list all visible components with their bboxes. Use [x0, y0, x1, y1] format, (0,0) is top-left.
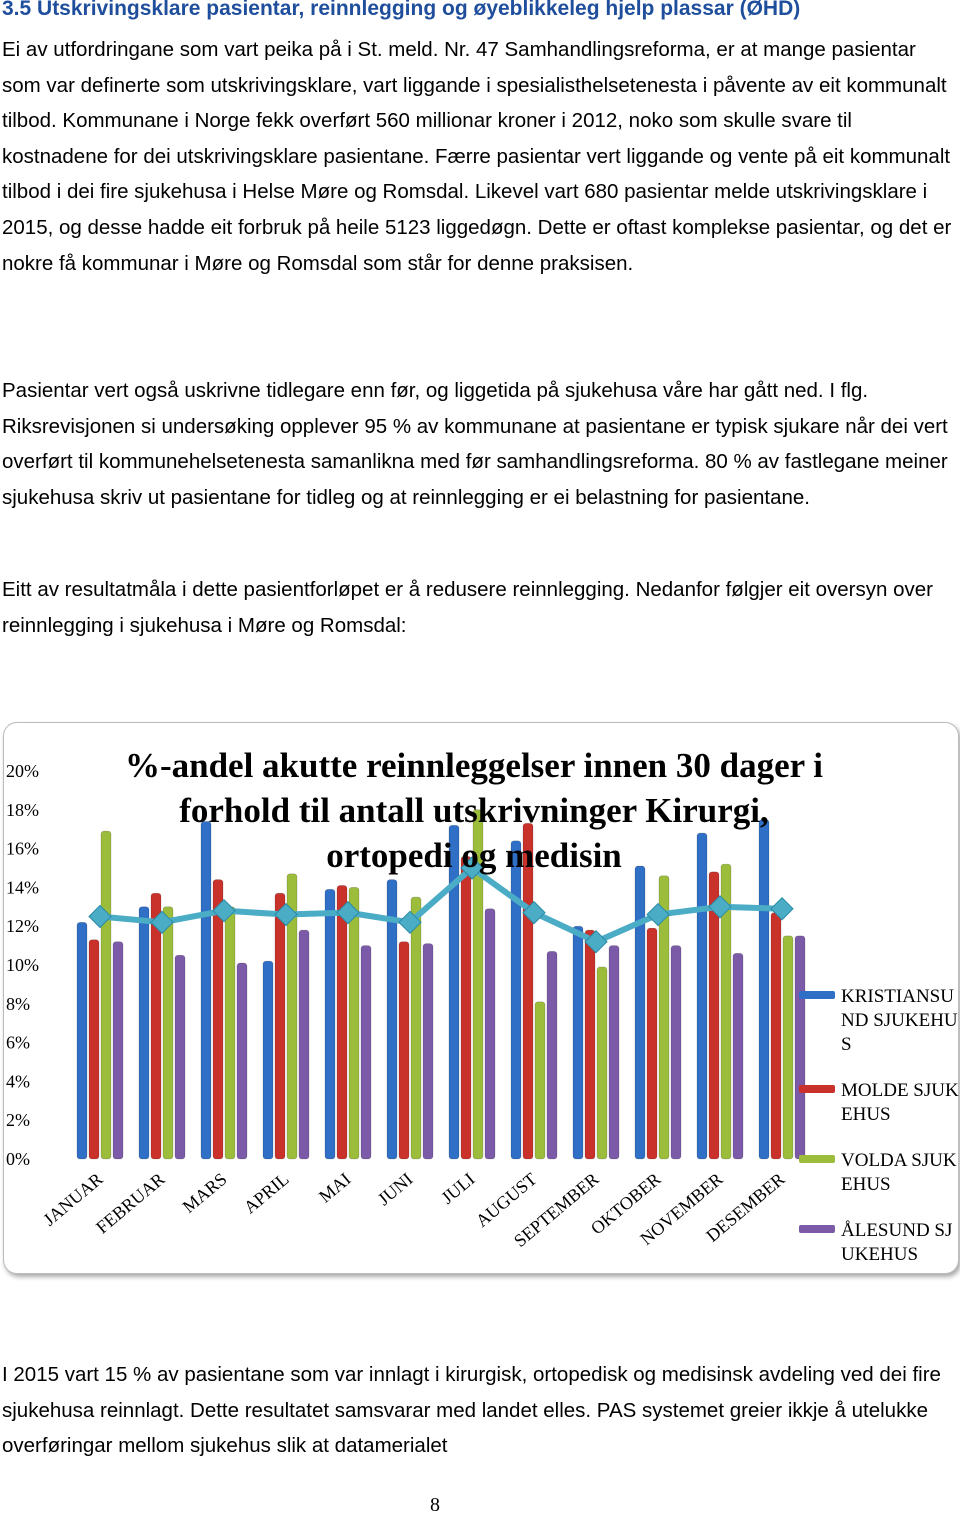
bar: [460, 856, 472, 1160]
legend-swatch: [799, 991, 835, 999]
bar: [298, 929, 310, 1160]
page-number: 8: [430, 1494, 440, 1516]
bar: [76, 922, 88, 1160]
bar: [572, 925, 584, 1160]
line-marker: [150, 910, 174, 935]
y-tick-label: 14%: [6, 877, 39, 897]
bar: [112, 941, 124, 1160]
bar: [200, 821, 212, 1160]
line-marker: [88, 904, 112, 929]
legend-label: MOLDE SJUKEHUS: [841, 1080, 959, 1125]
line-marker: [584, 930, 608, 954]
bar: [348, 887, 360, 1160]
bar: [422, 943, 434, 1160]
legend-item: KRISTIANSUND SJUKEHUS: [799, 985, 959, 1057]
x-tick-label: JULI: [437, 1169, 478, 1208]
legend-item: VOLDA SJUKEHUS: [799, 1149, 959, 1197]
chart-title: %-andel akutte reinnleggelser innen 30 d…: [124, 746, 824, 875]
y-tick-label: 2%: [6, 1110, 30, 1130]
bar: [174, 955, 186, 1160]
bar: [286, 873, 298, 1160]
legend-swatch: [799, 1085, 835, 1093]
bar: [448, 825, 460, 1160]
bar: [336, 885, 348, 1160]
chart-plot: 0%2%4%6%8%10%12%14%16%18%20%JANUARFEBRUA…: [6, 761, 806, 1251]
bar: [224, 906, 236, 1160]
bar: [770, 912, 782, 1160]
bar: [324, 889, 336, 1160]
bar: [670, 945, 682, 1160]
paragraph: I 2015 vart 15 % av pasientane som var i…: [2, 1363, 941, 1458]
y-tick-label: 18%: [6, 800, 39, 820]
bar: [696, 832, 708, 1160]
line-marker: [770, 897, 794, 921]
x-tick-label: MARS: [179, 1169, 231, 1217]
bar: [472, 809, 484, 1160]
y-tick-label: 12%: [6, 916, 39, 936]
line-marker: [708, 895, 732, 919]
bar: [634, 865, 646, 1160]
bar: [658, 875, 670, 1160]
bar: [584, 929, 596, 1160]
bar: [608, 945, 620, 1160]
bar: [162, 906, 174, 1160]
paragraph: Eitt av resultatmåla i dette pasientforl…: [2, 578, 933, 637]
x-tick-label: MAI: [315, 1169, 355, 1207]
x-tick-label: APRIL: [240, 1169, 293, 1218]
bar: [708, 871, 720, 1160]
y-tick-label: 10%: [6, 955, 39, 975]
bar: [100, 830, 112, 1160]
bar: [398, 941, 410, 1160]
legend-label: ÅLESUND SJUKEHUS: [841, 1220, 953, 1265]
paragraph: Pasientar vert også uskrivne tidlegare e…: [2, 379, 948, 509]
bar: [720, 863, 732, 1160]
bar: [138, 906, 150, 1160]
paragraph: Ei av utfordringane som vart peika på i …: [2, 38, 952, 275]
bar: [150, 892, 162, 1160]
bar: [360, 945, 372, 1160]
bar: [274, 892, 286, 1160]
y-tick-label: 4%: [6, 1071, 30, 1091]
legend-swatch: [799, 1155, 835, 1163]
legend-swatch: [799, 1225, 835, 1233]
bar: [782, 935, 794, 1160]
x-tick-label: FEBRUAR: [92, 1169, 168, 1238]
bar: [484, 908, 496, 1160]
line-marker: [336, 900, 360, 925]
bar: [758, 819, 770, 1160]
bar: [262, 960, 274, 1160]
bar: [236, 962, 248, 1160]
bar: [646, 927, 658, 1160]
y-tick-label: 16%: [6, 839, 39, 859]
y-tick-label: 0%: [6, 1149, 30, 1169]
bar: [212, 879, 224, 1160]
y-tick-label: 6%: [6, 1033, 30, 1053]
legend-label: KRISTIANSUND SJUKEHUS: [841, 986, 958, 1055]
bar: [546, 951, 558, 1160]
legend-item: MOLDE SJUKEHUS: [799, 1079, 959, 1127]
bar: [510, 840, 522, 1160]
line-marker: [398, 910, 422, 935]
line-marker: [274, 902, 298, 927]
bar: [386, 879, 398, 1160]
line-marker: [646, 902, 670, 927]
y-tick-label: 8%: [6, 994, 30, 1014]
chart: 0% 2% 4% 6% 8% 10% 12% 14% 16% 18% 20% JANUAR FEBRUA…: [3, 722, 959, 1274]
line-marker: [522, 900, 546, 925]
heading: 3.5 Utskrivingsklare pasientar, reinnleg…: [2, 0, 801, 20]
legend: KRISTIANSUND SJUKEHUS MOLDE SJUKEHUS VOLDA…: [799, 985, 959, 1289]
legend-label: VOLDA SJUKEHUS: [841, 1150, 957, 1195]
x-tick-label: JUNI: [374, 1169, 417, 1209]
bar: [732, 953, 744, 1160]
line-marker: [212, 898, 236, 923]
y-tick-label: 20%: [6, 761, 39, 781]
bar: [534, 1001, 546, 1160]
bar: [88, 939, 100, 1160]
bar: [410, 896, 422, 1160]
legend-item: ÅLESUND SJUKEHUS: [799, 1219, 959, 1267]
line-marker: [460, 856, 484, 880]
bar: [596, 966, 608, 1160]
